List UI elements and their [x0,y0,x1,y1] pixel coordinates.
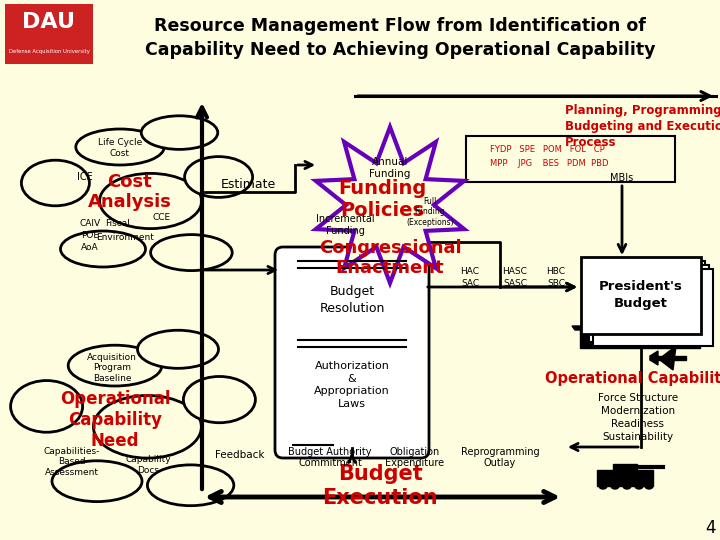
Text: Incremental
Funding: Incremental Funding [315,214,374,236]
Ellipse shape [148,465,234,505]
Text: SASC: SASC [503,280,527,288]
Text: HAC: HAC [461,267,480,276]
Text: Planning, Programming,
Budgeting and Execution
Process: Planning, Programming, Budgeting and Exe… [565,104,720,149]
Polygon shape [660,346,676,370]
FancyBboxPatch shape [593,269,713,346]
FancyBboxPatch shape [581,257,701,334]
Text: Estimate: Estimate [220,179,276,192]
Ellipse shape [11,381,83,432]
Text: Capabilities-
Based
Assessment: Capabilities- Based Assessment [44,447,100,477]
Ellipse shape [611,483,619,489]
Text: Full
Funding
(Exceptions): Full Funding (Exceptions) [406,197,454,227]
Text: HASC: HASC [503,267,528,276]
Text: Budget
Execution: Budget Execution [322,464,438,508]
Ellipse shape [94,395,202,458]
FancyBboxPatch shape [275,247,429,458]
Text: FYDP   SPE   POM   FOL   CP: FYDP SPE POM FOL CP [490,145,605,154]
Text: Readiness: Readiness [611,419,665,429]
Text: Budget
Resolution: Budget Resolution [319,286,384,314]
Text: CCE: CCE [153,213,171,222]
Polygon shape [597,470,653,486]
Polygon shape [572,326,710,330]
Polygon shape [613,464,637,470]
Text: Congressional
Enactment: Congressional Enactment [319,239,462,278]
FancyBboxPatch shape [466,136,675,182]
Text: Commitment: Commitment [298,458,362,468]
Ellipse shape [141,116,217,150]
Text: Obligation: Obligation [390,447,440,457]
FancyBboxPatch shape [585,261,705,338]
Ellipse shape [599,483,607,489]
Ellipse shape [184,376,256,423]
FancyBboxPatch shape [5,4,93,64]
Text: Defense Acquisition University: Defense Acquisition University [9,50,89,55]
Text: 4: 4 [705,519,715,537]
Text: SAC: SAC [461,280,479,288]
Ellipse shape [645,483,653,489]
Text: Fiscal: Fiscal [106,219,130,227]
Text: Outlay: Outlay [484,458,516,468]
Text: Force Structure: Force Structure [598,393,678,403]
Ellipse shape [60,231,145,267]
Text: HBC: HBC [546,267,565,276]
Text: +: + [655,295,665,305]
FancyBboxPatch shape [589,265,709,342]
Text: Environment: Environment [96,233,154,241]
Text: MPP    JPG    BES   PDM  PBD: MPP JPG BES PDM PBD [490,159,608,167]
Text: Reprogramming: Reprogramming [461,447,539,457]
Text: Operational Capability: Operational Capability [545,370,720,386]
Text: CAIV: CAIV [79,219,101,227]
Text: Modernization: Modernization [601,406,675,416]
Ellipse shape [184,157,253,198]
Ellipse shape [22,160,89,206]
Polygon shape [316,127,464,283]
Ellipse shape [76,129,164,165]
Text: POE: POE [81,231,99,240]
Ellipse shape [138,330,218,368]
Text: MBIs: MBIs [611,173,634,183]
FancyBboxPatch shape [580,330,700,348]
Text: Sustainability: Sustainability [603,432,674,442]
Text: President's
Budget: President's Budget [599,280,683,309]
FancyBboxPatch shape [638,310,666,330]
Text: Acquisition
Program
Baseline: Acquisition Program Baseline [87,353,137,383]
Ellipse shape [68,345,162,386]
Ellipse shape [99,173,202,228]
Text: ICE: ICE [77,172,93,182]
Text: Cost
Analysis: Cost Analysis [88,173,172,211]
Ellipse shape [52,461,142,502]
Polygon shape [650,356,686,360]
Text: SBC: SBC [547,280,565,288]
Text: DAU: DAU [22,12,76,32]
Ellipse shape [635,483,643,489]
Text: Capability
Docs: Capability Docs [125,455,171,475]
Text: Resource Management Flow from Identification of
Capability Need to Achieving Ope: Resource Management Flow from Identifica… [145,17,655,59]
Text: Authorization
&
Appropriation
Laws: Authorization & Appropriation Laws [314,361,390,409]
Text: Expenditure: Expenditure [385,458,444,468]
Text: Operational
Capability
Need: Operational Capability Need [60,390,170,450]
Text: Annual
Funding: Annual Funding [369,157,410,179]
Text: Life Cycle
Cost: Life Cycle Cost [98,138,142,158]
Text: Funding
Policies: Funding Policies [338,179,426,220]
Ellipse shape [150,234,232,271]
Polygon shape [650,351,658,365]
Text: Feedback: Feedback [215,450,265,460]
Text: AoA: AoA [81,244,99,253]
Ellipse shape [623,483,631,489]
Text: Budget Authority: Budget Authority [288,447,372,457]
